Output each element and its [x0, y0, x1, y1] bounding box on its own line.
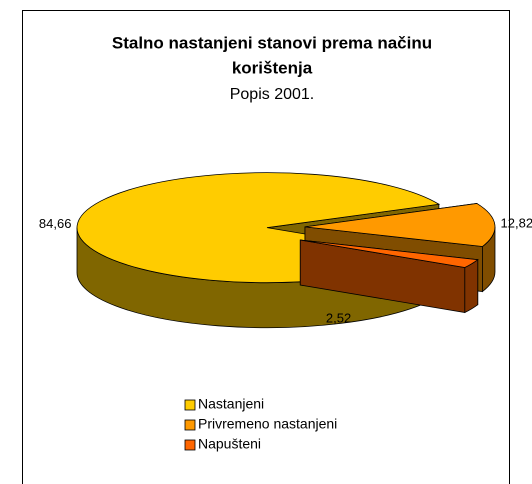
legend-swatch — [184, 419, 196, 431]
slice-side — [464, 258, 479, 314]
data-label: 2,52 — [326, 310, 351, 325]
chart-frame — [22, 10, 510, 484]
slice — [300, 239, 479, 268]
legend-label: Privremeno nastanjeni — [198, 416, 337, 432]
slice — [304, 203, 496, 247]
chart-title: korištenja — [232, 58, 313, 77]
data-label: 12,82 — [501, 215, 532, 230]
chart-title: Stalno nastanjeni stanovi prema načinu — [112, 33, 432, 52]
legend-label: Nastanjeni — [198, 396, 264, 412]
data-label: 84,66 — [39, 216, 72, 231]
chart-subtitle: Popis 2001. — [230, 86, 315, 103]
legend-label: Napušteni — [198, 436, 261, 452]
legend-swatch — [184, 399, 196, 411]
legend-swatch — [184, 439, 196, 451]
